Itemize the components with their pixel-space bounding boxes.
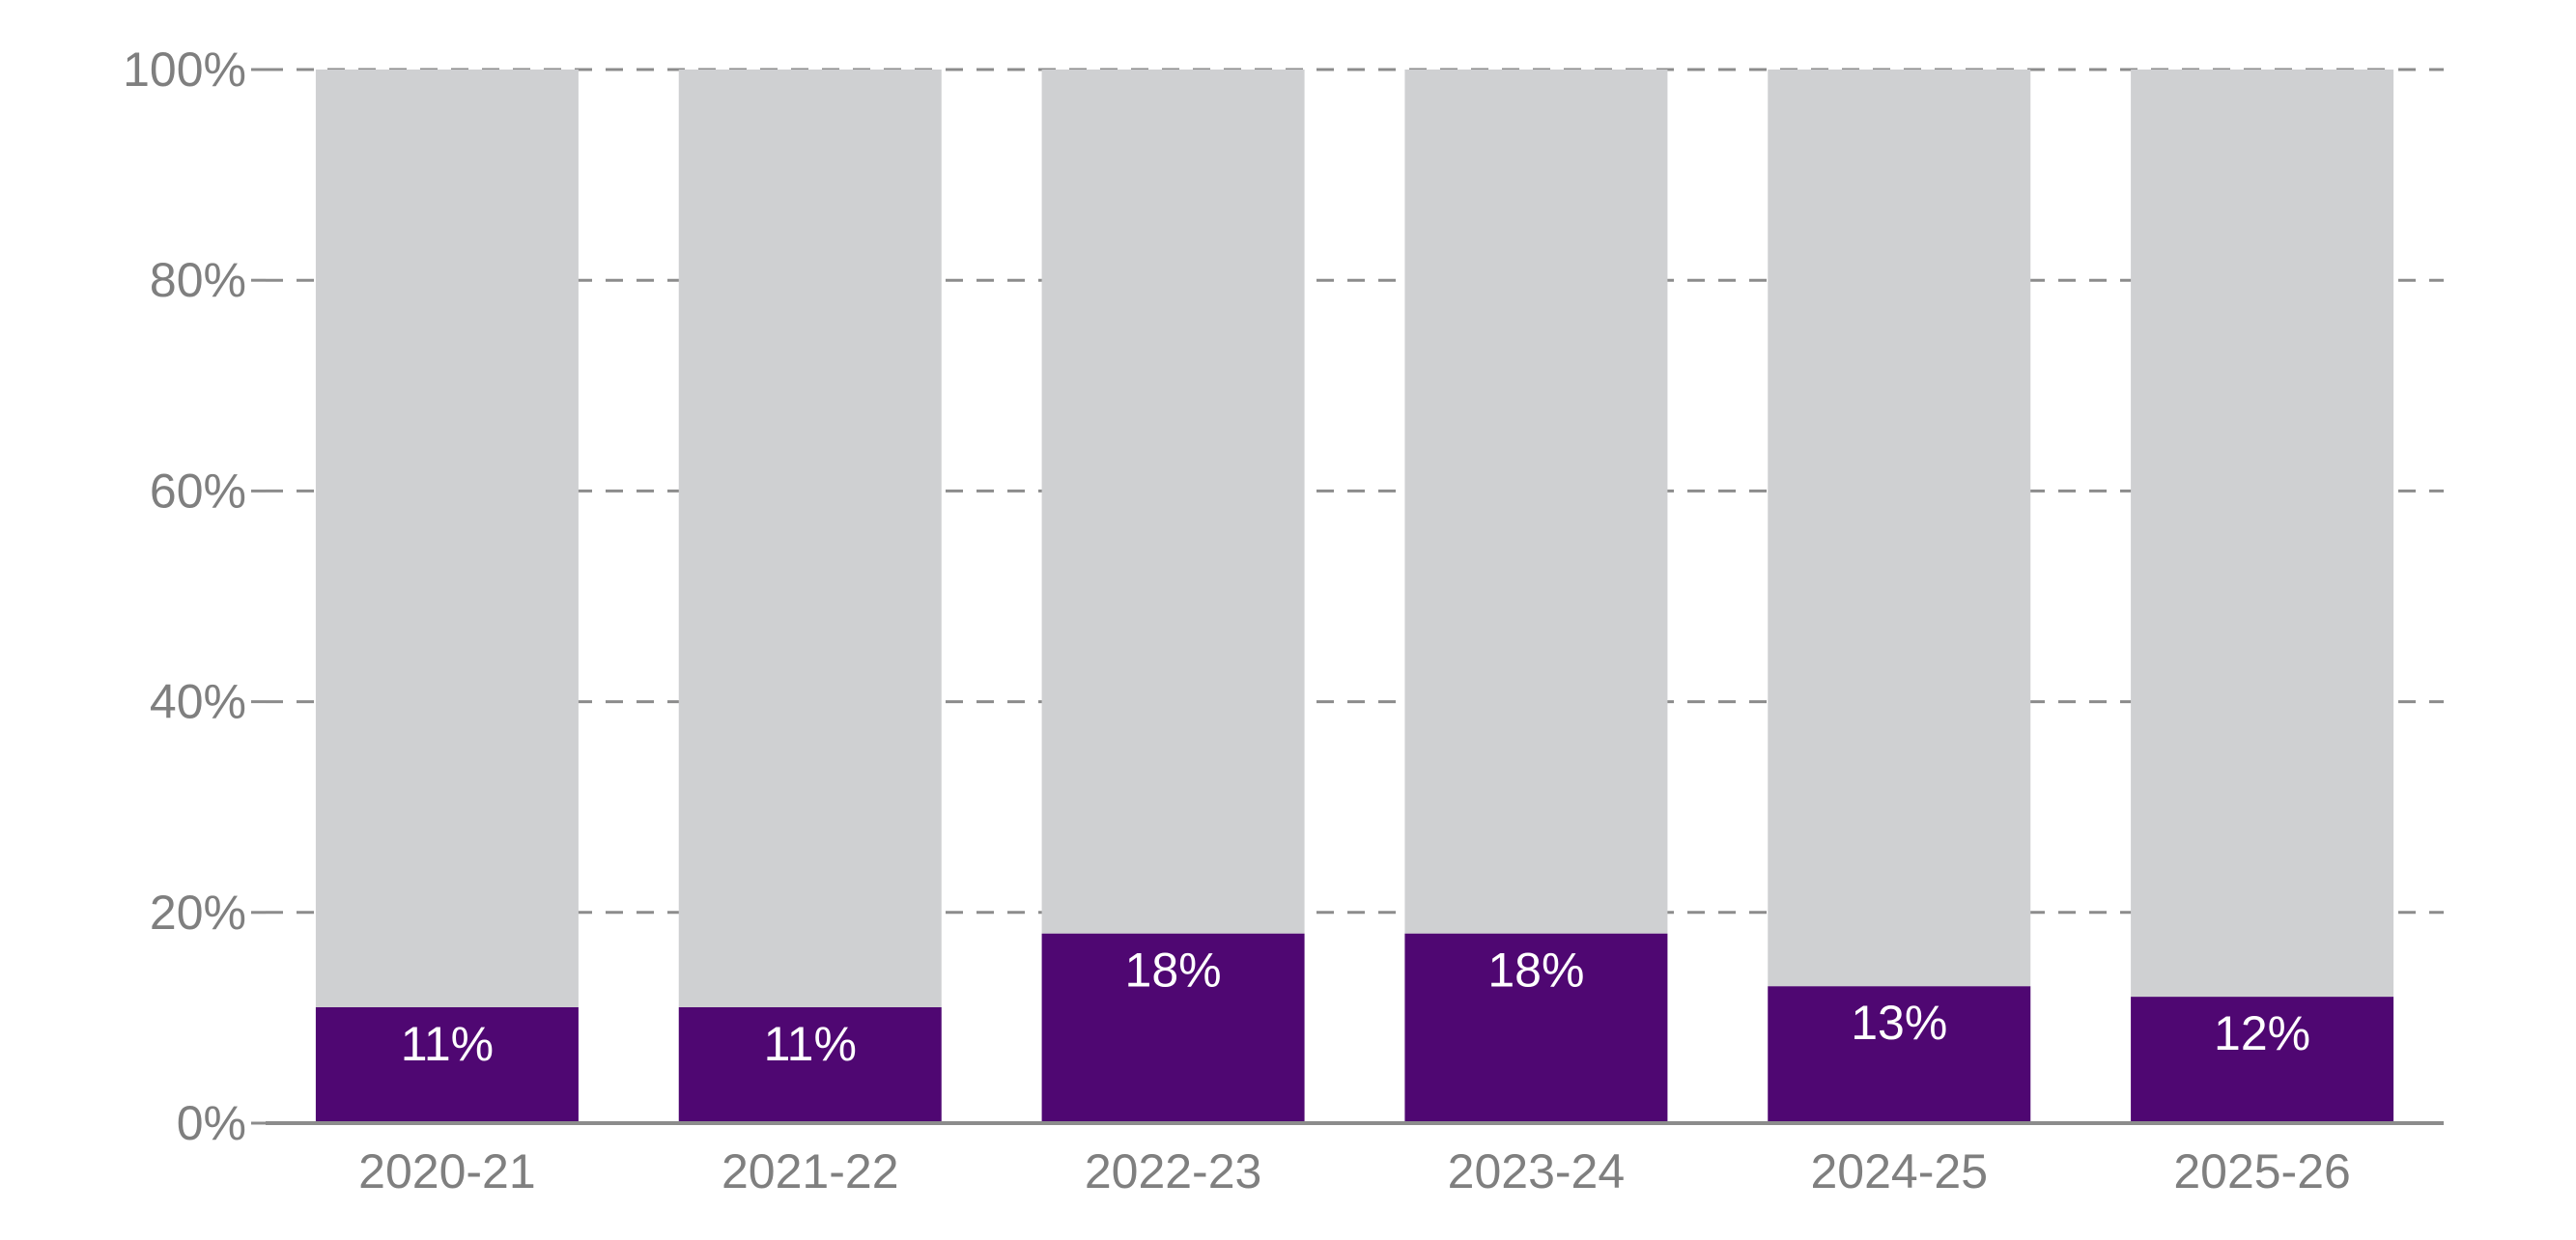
- data-label: 12%: [2214, 1006, 2310, 1060]
- data-label: 13%: [1851, 996, 1947, 1050]
- labels: 11% 2020-21 11% 2021-22 18% 2022-23 18% 2023-24…: [358, 944, 2351, 1198]
- x-category-label: 2023-24: [1448, 1144, 1626, 1198]
- bar-segment-highlight: [678, 1006, 942, 1123]
- x-category-label: 2020-21: [358, 1144, 536, 1198]
- y-tick-label: 0%: [177, 1096, 246, 1150]
- x-category-label: 2021-22: [722, 1144, 899, 1198]
- bar-segment-highlight: [2131, 997, 2394, 1123]
- data-label: 11%: [401, 1017, 494, 1071]
- x-category-label: 2024-25: [1811, 1144, 1989, 1198]
- bar-segment-highlight: [1768, 986, 2031, 1123]
- y-tick-label: 100%: [123, 42, 246, 97]
- y-tick-label: 40%: [150, 675, 246, 729]
- gridlines: [266, 68, 2444, 915]
- y-tick-label: 80%: [150, 253, 246, 307]
- bar-segment-highlight: [1404, 933, 1668, 1123]
- bar-segment-remainder: [1041, 70, 1305, 934]
- x-category-label: 2022-23: [1085, 1144, 1262, 1198]
- bar-segment-highlight: [1041, 933, 1305, 1123]
- y-tick-label: 20%: [150, 886, 246, 940]
- axes: 0% 20% 40% 60% 80% 100%: [123, 42, 2444, 1150]
- bar-segment-remainder: [315, 70, 579, 1007]
- bar-segment-remainder: [2131, 70, 2394, 998]
- bar-segment-remainder: [1768, 70, 2031, 987]
- data-label: 18%: [1487, 944, 1584, 998]
- bar-segment-remainder: [1404, 70, 1668, 934]
- bar-segment-highlight: [315, 1006, 579, 1123]
- y-tick-label: 60%: [150, 464, 246, 518]
- x-category-label: 2025-26: [2173, 1144, 2351, 1198]
- bar-segment-remainder: [678, 70, 942, 1007]
- bars: [315, 70, 2394, 1123]
- data-label: 11%: [764, 1017, 857, 1071]
- data-label: 18%: [1125, 944, 1222, 998]
